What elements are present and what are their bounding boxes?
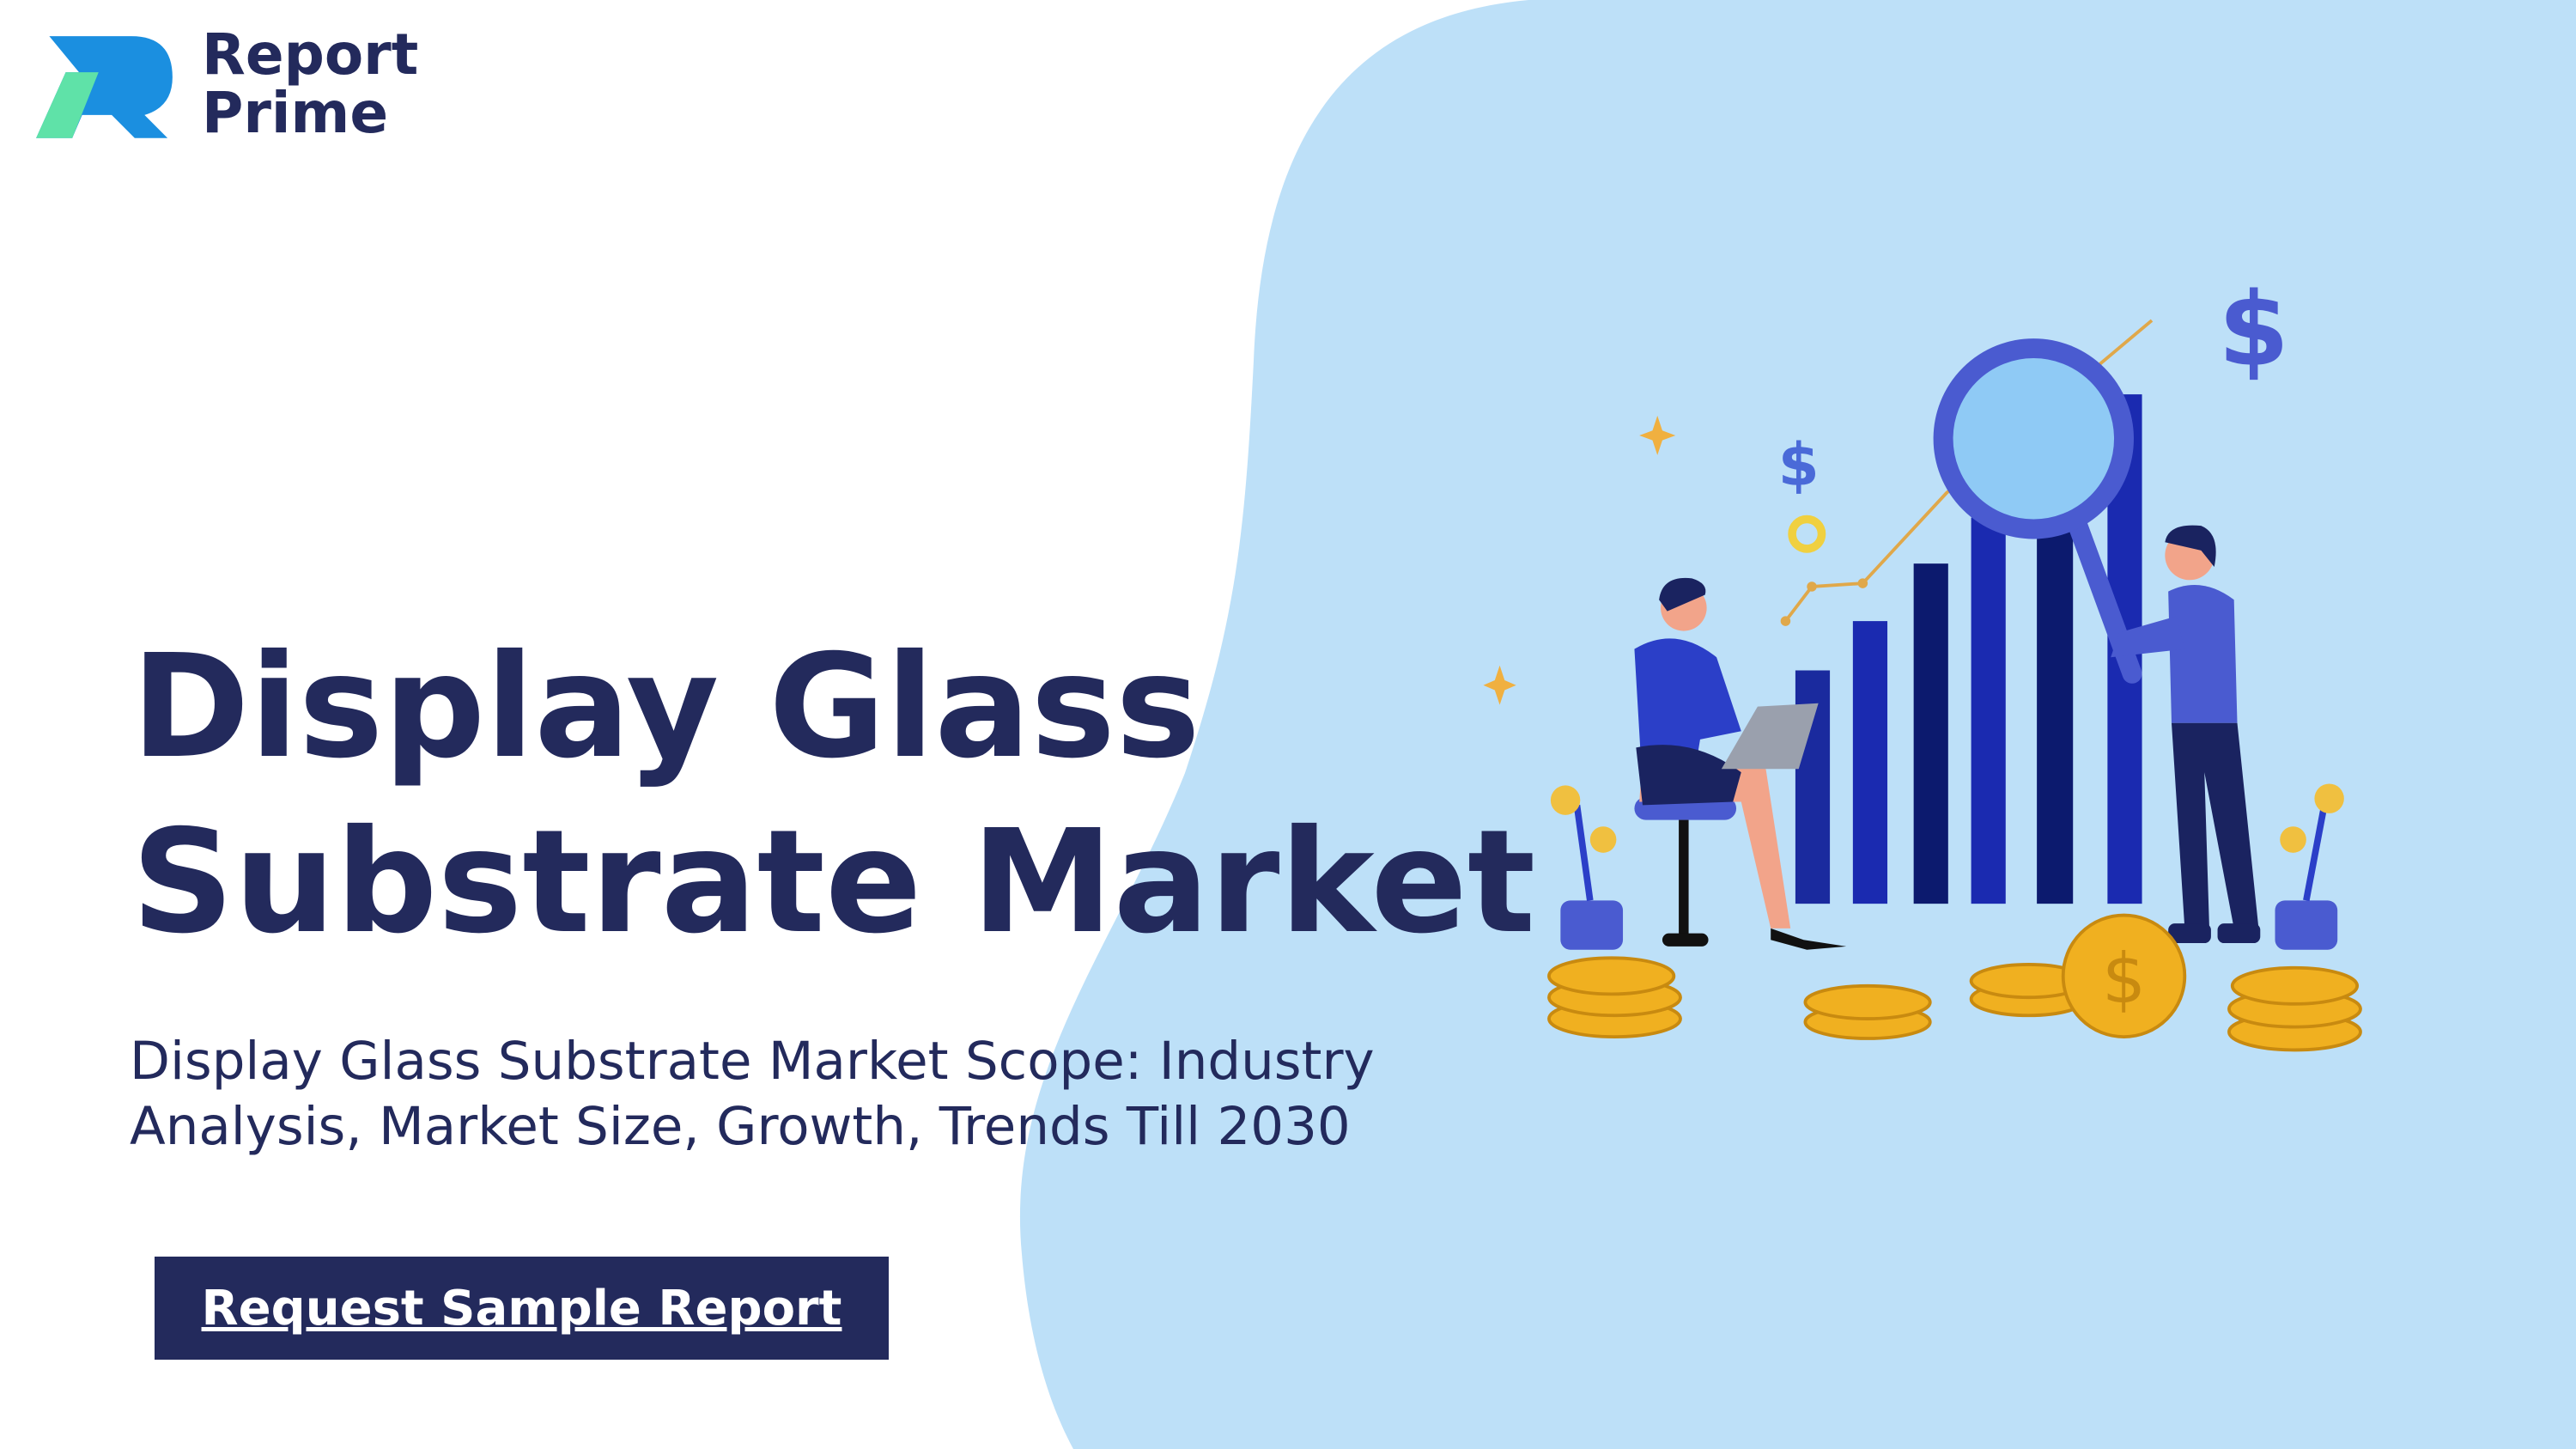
- logo-line: Prime: [202, 80, 389, 146]
- svg-text:$: $: [1778, 430, 1820, 499]
- request-sample-button[interactable]: Request Sample Report: [155, 1257, 889, 1360]
- hero-subtitle: Display Glass Substrate Market Scope: In…: [130, 1031, 1375, 1157]
- svg-text:$: $: [2218, 271, 2289, 389]
- logo-line: Report: [202, 21, 419, 88]
- logo[interactable]: Report Prime: [202, 26, 418, 143]
- svg-text:$: $: [2102, 938, 2146, 1019]
- hero-title: Display Glass Substrate Market: [131, 624, 1536, 965]
